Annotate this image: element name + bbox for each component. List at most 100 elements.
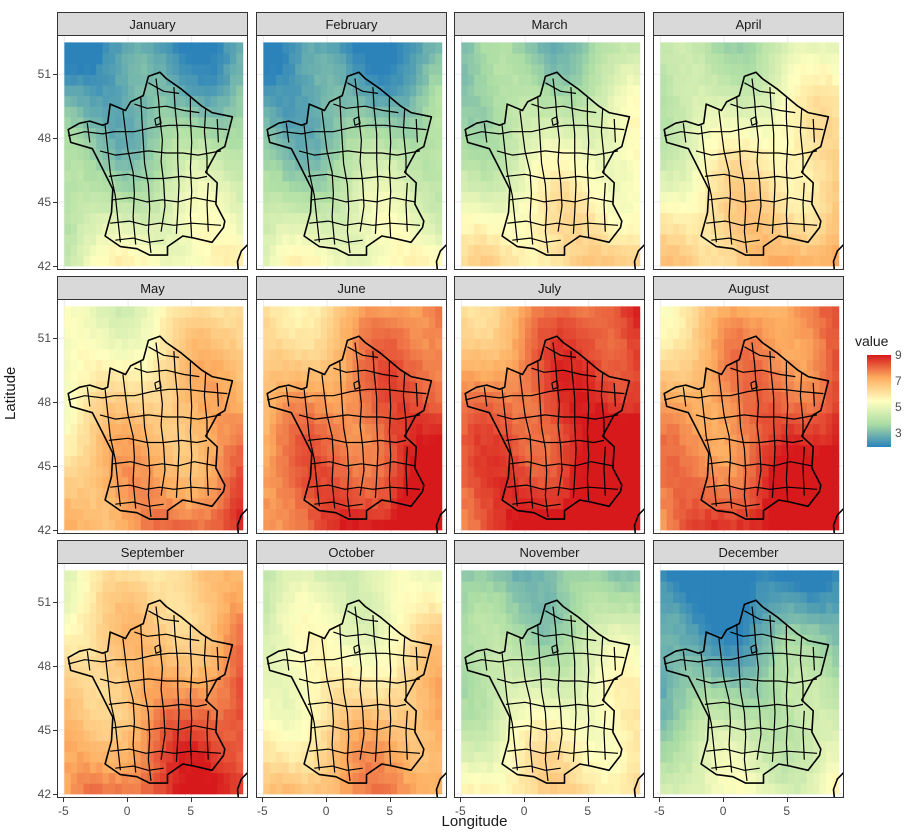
raster-cell: [70, 487, 78, 499]
raster-cell: [320, 42, 328, 54]
raster-cell: [288, 244, 296, 256]
raster-cell: [96, 42, 104, 54]
raster-cell: [525, 497, 532, 510]
facet-map-svg: [58, 36, 247, 269]
raster-cell: [384, 444, 392, 456]
raster-cell: [673, 402, 681, 414]
raster-cell: [825, 180, 833, 192]
raster-cell: [153, 487, 161, 499]
raster-cell: [633, 74, 641, 86]
raster-cell: [556, 327, 564, 339]
raster-cell: [755, 338, 763, 350]
raster-cell: [223, 170, 231, 182]
raster-cell: [153, 434, 161, 446]
raster-cell: [685, 444, 693, 456]
raster-cell: [704, 317, 712, 329]
facet-plot-area: [256, 300, 447, 534]
raster-cell: [77, 63, 85, 75]
raster-cell: [121, 170, 129, 182]
raster-cell: [544, 106, 552, 118]
raster-cell: [768, 434, 776, 446]
raster-cell: [698, 455, 706, 467]
raster-cell: [269, 455, 277, 467]
raster-cell: [698, 348, 706, 361]
raster-cell: [806, 74, 814, 86]
raster-cell: [512, 84, 520, 97]
raster-cell: [620, 434, 628, 446]
department-border: [104, 389, 121, 507]
raster-cell: [512, 519, 520, 531]
raster-cell: [223, 180, 231, 192]
y-tick-label: 42: [37, 258, 51, 273]
raster-cell: [620, 402, 628, 414]
raster-cell: [320, 465, 328, 478]
raster-cell: [229, 519, 237, 531]
raster-cell: [185, 338, 193, 350]
raster-cell: [666, 508, 674, 520]
raster-cell: [467, 434, 475, 446]
raster-cell: [147, 519, 155, 531]
raster-cell: [191, 434, 199, 446]
raster-cell: [544, 63, 552, 75]
raster-cell: [96, 348, 104, 361]
raster-cell: [191, 233, 199, 246]
raster-cell: [282, 519, 290, 531]
facet-map-svg: [257, 36, 446, 269]
raster-cell: [339, 127, 347, 139]
raster-cell: [595, 317, 603, 329]
raster-cell: [397, 348, 405, 361]
raster-cell: [626, 497, 634, 510]
raster-cell: [295, 402, 303, 414]
raster-cell: [582, 244, 590, 256]
raster-cell: [614, 338, 622, 350]
raster-cell: [749, 455, 757, 467]
raster-cell: [288, 338, 296, 350]
raster-cell: [108, 116, 116, 129]
raster-cell: [563, 170, 571, 182]
raster-cell: [794, 201, 802, 214]
raster-cell: [819, 138, 827, 150]
raster-cell: [673, 497, 681, 510]
raster-cell: [422, 191, 430, 203]
raster-cell: [762, 212, 770, 224]
raster-cell: [295, 191, 303, 203]
raster-cell: [159, 519, 167, 531]
raster-cell: [352, 127, 360, 139]
raster-cell: [295, 487, 303, 499]
raster-cell: [223, 244, 231, 256]
raster-cell: [96, 519, 104, 531]
raster-cell: [660, 359, 668, 371]
raster-cell: [327, 148, 334, 160]
raster-cell: [800, 42, 808, 54]
raster-cell: [371, 170, 379, 182]
raster-cell: [390, 519, 398, 531]
raster-cell: [403, 170, 411, 182]
raster-cell: [377, 317, 385, 329]
raster-cell: [588, 74, 596, 86]
raster-cell: [461, 391, 469, 403]
raster-cell: [70, 519, 78, 531]
raster-cell: [282, 465, 290, 478]
raster-cell: [397, 244, 405, 256]
raster-cell: [358, 116, 366, 129]
raster-cell: [166, 497, 174, 510]
raster-cell: [595, 359, 603, 371]
raster-cell: [346, 476, 354, 488]
raster-cell: [474, 476, 482, 488]
raster-cell: [358, 412, 366, 424]
raster-cell: [582, 255, 590, 267]
raster-cell: [692, 244, 700, 256]
raster-cell: [371, 519, 379, 531]
corsica-outline: [236, 244, 247, 269]
raster-cell: [614, 317, 622, 329]
raster-cell: [346, 138, 354, 150]
raster-cell: [153, 508, 161, 520]
raster-cell: [749, 391, 757, 403]
raster-cell: [730, 191, 738, 203]
raster-cell: [666, 233, 674, 246]
raster-cell: [607, 476, 615, 488]
raster-cell: [134, 201, 142, 214]
raster-cell: [679, 455, 687, 467]
raster-cell: [660, 348, 668, 361]
raster-cell: [236, 487, 244, 499]
